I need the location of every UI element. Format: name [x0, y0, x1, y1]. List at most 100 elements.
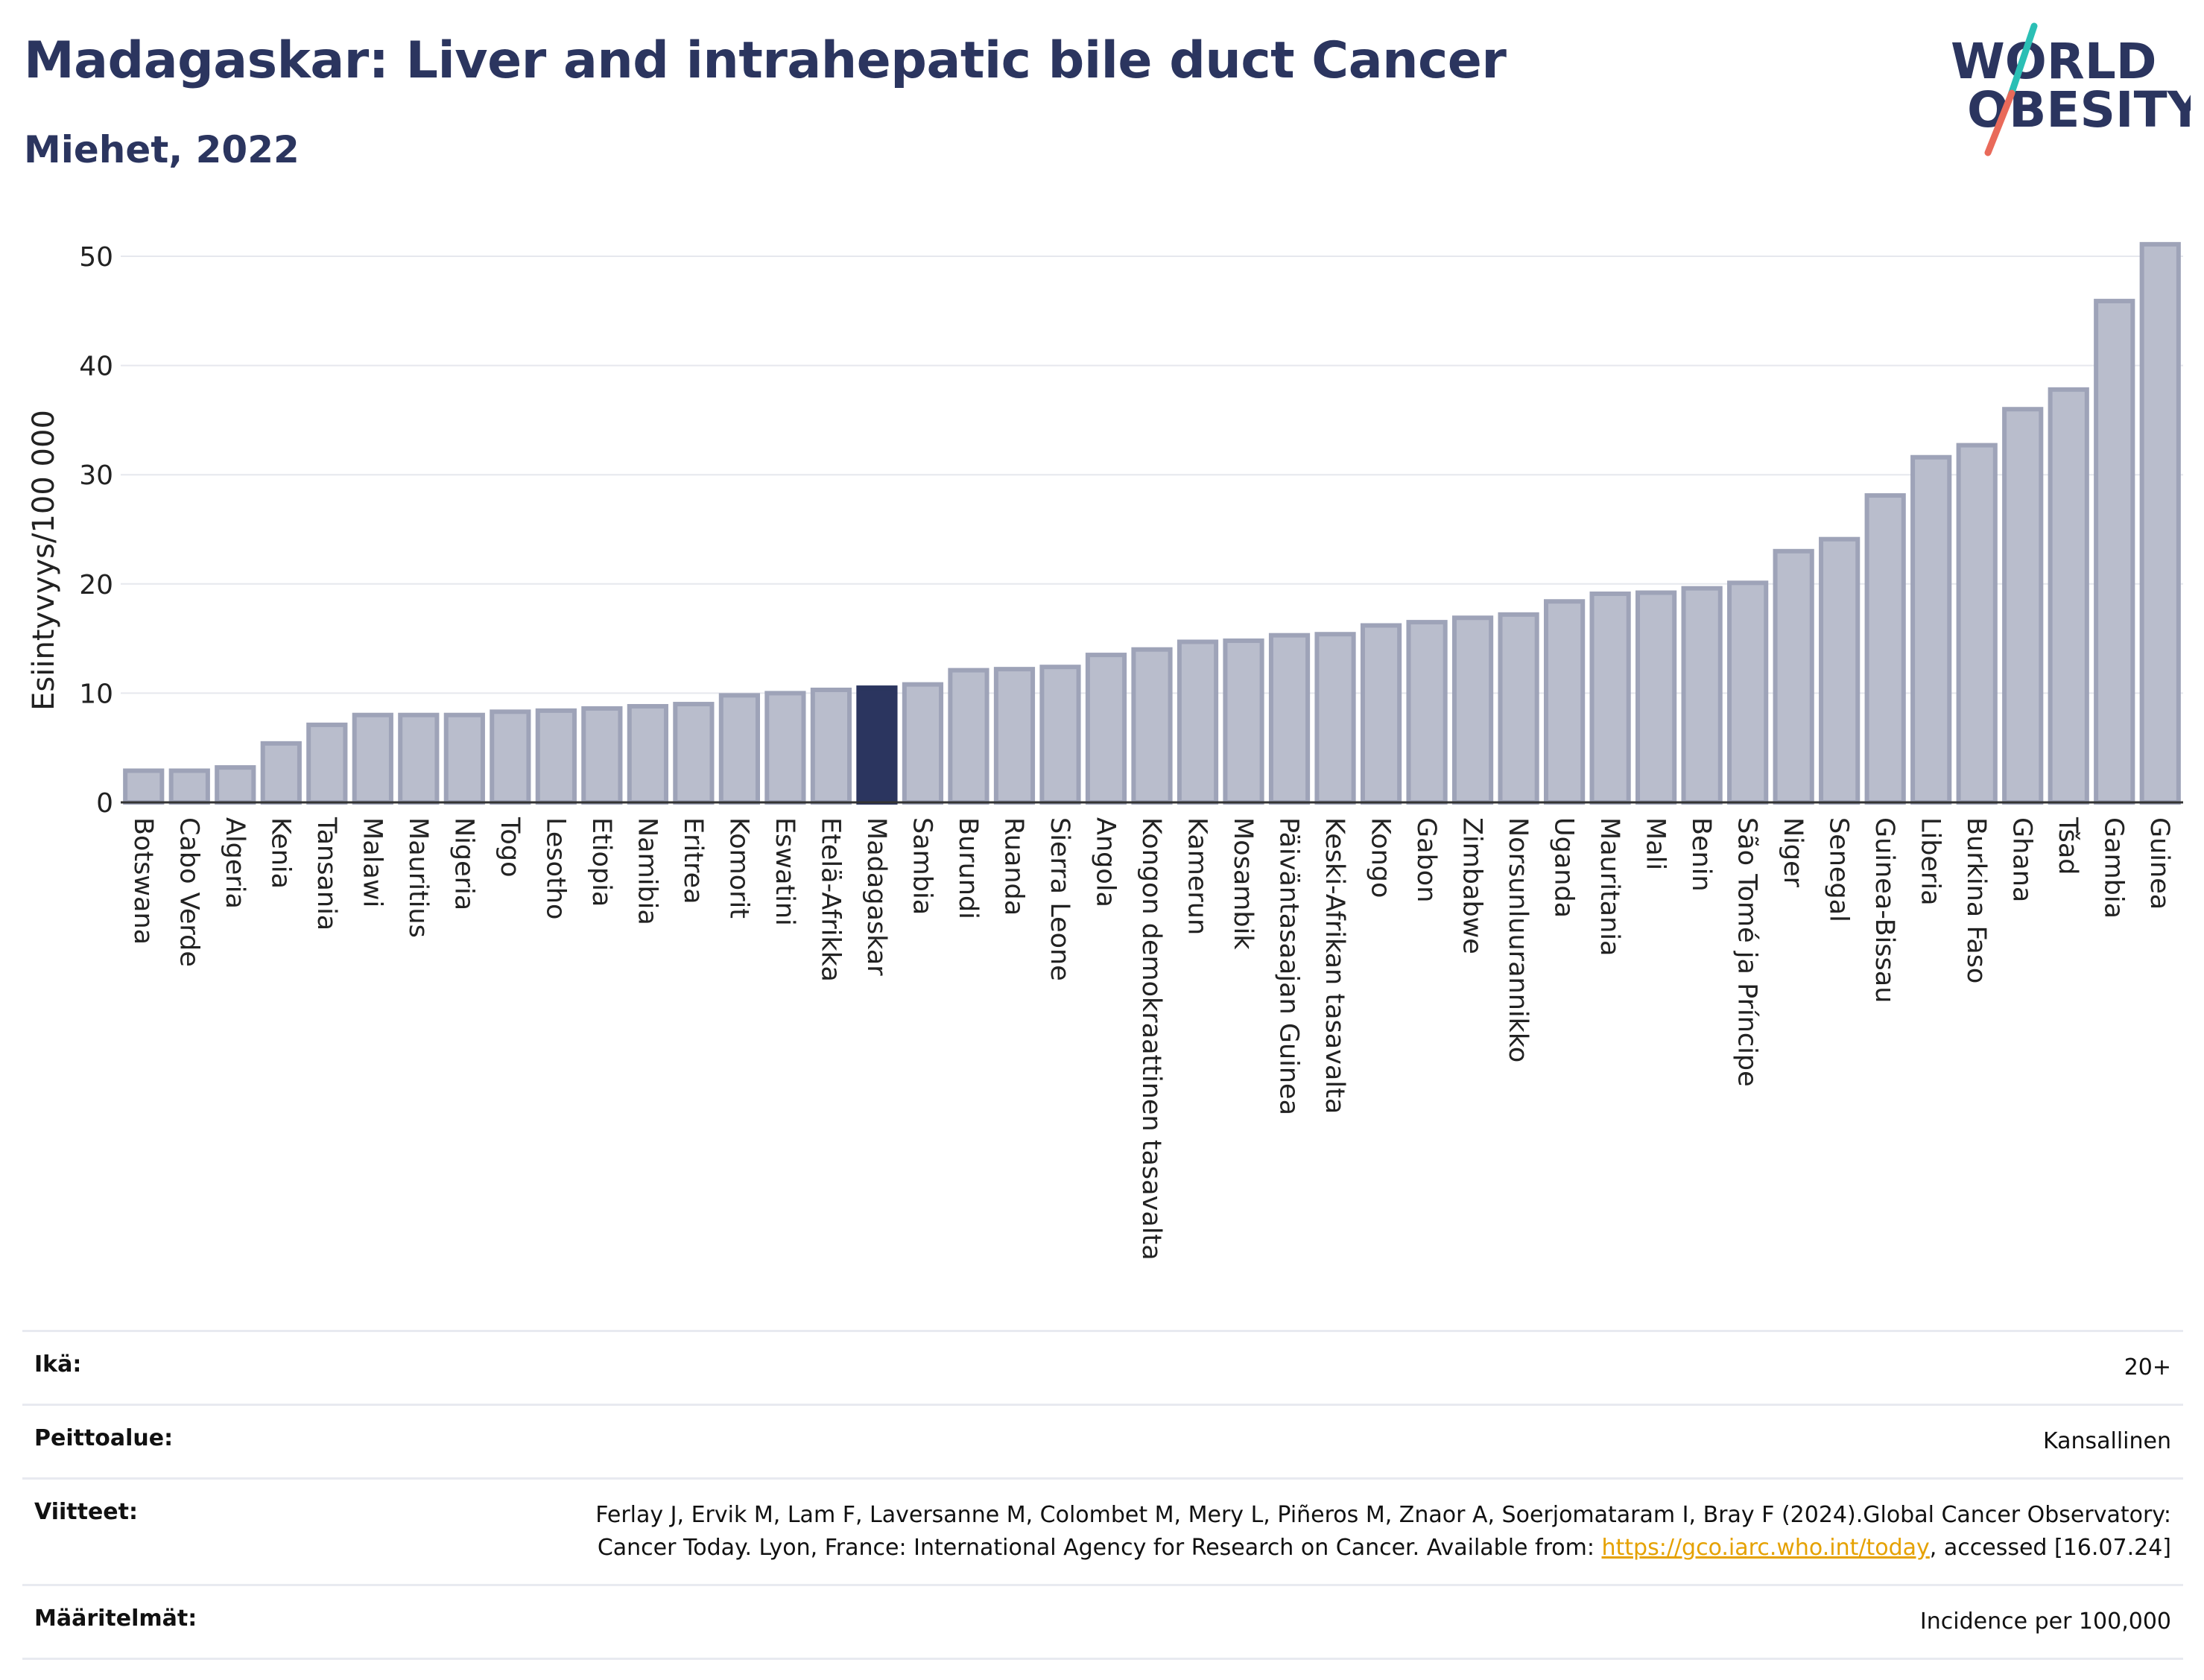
bar — [352, 712, 393, 805]
x-tick-label: Nigeria — [449, 817, 478, 910]
x-tick-label: Botswana — [128, 817, 158, 945]
x-tick-label: Burundi — [953, 817, 983, 919]
meta-row-coverage: Peittoalue: Kansallinen — [22, 1404, 2183, 1477]
x-tick-label: Eritrea — [678, 817, 708, 904]
x-tick-label: Ruanda — [998, 817, 1028, 916]
bar — [2094, 299, 2135, 805]
bar — [1819, 536, 1861, 805]
y-tick-label: 20 — [79, 570, 113, 600]
x-tick-label: Norsunluurannikko — [1503, 817, 1533, 1062]
bar — [398, 712, 440, 805]
bar — [168, 768, 210, 805]
x-tick-label: Senegal — [1824, 817, 1854, 922]
bar — [1543, 599, 1586, 805]
bar — [1314, 632, 1356, 805]
x-tick-label: Zimbabwe — [1457, 817, 1487, 954]
page-title: Madagaskar: Liver and intrahepatic bile … — [24, 31, 1507, 90]
x-tick-label: Lesotho — [540, 817, 570, 919]
x-tick-label: Guinea-Bissau — [1869, 817, 1899, 1003]
bar — [1864, 493, 1906, 805]
meta-value: 20+ — [2124, 1354, 2171, 1381]
x-tick-label: Gabon — [1411, 817, 1441, 902]
x-tick-label: Tšad — [2053, 817, 2083, 875]
x-tick-label: Cabo Verde — [174, 817, 203, 967]
x-tick-label: Gambia — [2099, 817, 2129, 919]
bar — [1451, 615, 1494, 805]
x-tick-label: Etelä-Afrikka — [815, 817, 845, 982]
bar — [1039, 665, 1081, 805]
bar — [260, 741, 302, 805]
bar — [718, 693, 761, 805]
x-axis-labels: Botswana Cabo Verde Algeria Kenia Tansania Ma… — [128, 817, 2174, 1261]
meta-label: Peittoalue: — [34, 1425, 174, 1451]
reference-link[interactable]: https://gco.iarc.who.int/today — [1601, 1535, 1930, 1561]
y-axis-ticks: 0 10 20 30 40 50 — [79, 242, 113, 819]
x-tick-label: Eswatini — [770, 817, 799, 926]
meta-value: Incidence per 100,000 — [1919, 1608, 2171, 1635]
bar — [948, 668, 989, 805]
bar — [1085, 653, 1127, 805]
meta-value: Ferlay J, Ervik M, Lam F, Laversanne M, … — [532, 1499, 2171, 1565]
y-tick-label: 0 — [96, 788, 113, 819]
y-tick-label: 40 — [79, 352, 113, 382]
bar — [856, 685, 898, 805]
metadata-table: Ikä: 20+ Peittoalue: Kansallinen Viittee… — [22, 1330, 2183, 1660]
bar — [1635, 590, 1677, 805]
bar — [764, 691, 806, 805]
bar — [581, 706, 623, 805]
x-tick-label: Kongo — [1366, 817, 1396, 898]
x-tick-label: Guinea — [2144, 817, 2174, 910]
meta-row-references: Viitteet: Ferlay J, Ervik M, Lam F, Lave… — [22, 1477, 2183, 1584]
bar — [1177, 639, 1219, 805]
logo-line1: WORLD — [1951, 33, 2157, 90]
x-tick-label: Algeria — [220, 817, 250, 909]
world-obesity-logo: WORLD OBESITY — [1951, 22, 2191, 156]
meta-row-definitions: Määritelmät: Incidence per 100,000 — [22, 1584, 2183, 1660]
bar — [1681, 586, 1723, 805]
x-tick-label: Ghana — [2007, 817, 2037, 902]
bar — [1910, 454, 1952, 805]
meta-label: Ikä: — [34, 1351, 82, 1378]
bars — [123, 241, 2181, 805]
x-tick-label: Madagaskar — [861, 817, 891, 976]
meta-row-age: Ikä: 20+ — [22, 1330, 2183, 1404]
x-tick-label: Sambia — [907, 817, 937, 915]
bar — [1773, 548, 1814, 805]
x-tick-label: Benin — [1686, 817, 1716, 892]
x-tick-label: Kenia — [265, 817, 295, 889]
bar — [1268, 633, 1311, 805]
meta-value: Kansallinen — [2042, 1428, 2171, 1454]
x-tick-label: Niger — [1778, 817, 1808, 888]
x-tick-label: Uganda — [1549, 817, 1579, 918]
logo-slash-teal — [2007, 22, 2038, 101]
x-tick-label: Togo — [495, 817, 525, 877]
bar — [810, 687, 852, 805]
bar — [443, 712, 485, 805]
page-subtitle: Miehet, 2022 — [24, 128, 300, 171]
bar — [673, 702, 715, 805]
bar — [627, 703, 668, 805]
x-tick-label: Keski-Afrikan tasavalta — [1320, 817, 1349, 1114]
x-tick-label: Kongon demokraattinen tasavalta — [1136, 817, 1166, 1261]
bar — [993, 667, 1036, 805]
reference-accessed: , accessed [16.07.24] — [1929, 1535, 2171, 1561]
x-tick-label: Mosambik — [1228, 817, 1258, 950]
x-tick-label: Päiväntasaajan Guinea — [1274, 817, 1304, 1115]
meta-label: Määritelmät: — [34, 1605, 197, 1632]
x-tick-label: São Tomé ja Príncipe — [1732, 817, 1762, 1087]
bar — [1406, 620, 1448, 805]
bar — [123, 768, 165, 805]
bar — [1360, 623, 1402, 805]
x-tick-label: Komorit — [723, 817, 753, 919]
y-axis-title: Esiintyvyys/100 000 — [27, 410, 61, 711]
logo-slash-coral — [1984, 89, 2015, 156]
x-tick-label: Etiopia — [586, 817, 616, 907]
bar — [2048, 387, 2089, 805]
x-tick-label: Liberia — [1916, 817, 1945, 906]
bar-chart: 0 10 20 30 40 50 Botswana Cabo Verde Algeria Ken… — [27, 241, 2183, 1261]
bar — [490, 709, 531, 805]
bar — [1223, 638, 1264, 805]
x-tick-label: Mali — [1641, 817, 1671, 870]
meta-label: Viitteet: — [34, 1499, 138, 1525]
bar — [1956, 443, 1998, 805]
